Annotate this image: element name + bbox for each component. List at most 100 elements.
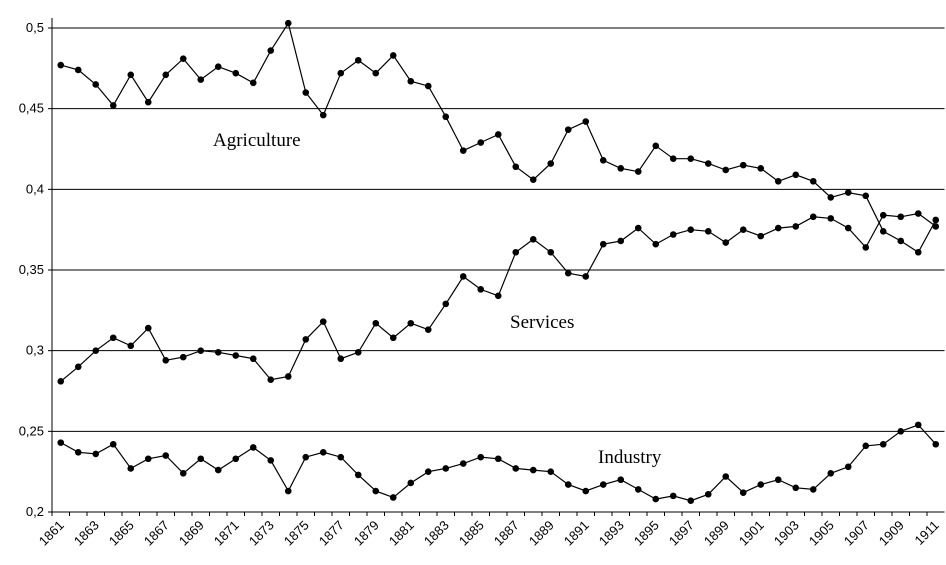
x-tick-label: 1873 [246,518,277,549]
data-point [144,455,152,463]
x-tick-label: 1887 [491,518,522,549]
x-tick-label: 1883 [421,518,452,549]
data-point [162,452,170,459]
data-point [879,440,887,448]
data-point [529,236,537,243]
data-point [547,468,555,475]
data-point [669,155,677,162]
data-point [407,77,415,85]
data-point [722,473,730,480]
data-point [197,455,205,463]
data-point [494,455,502,463]
data-point [459,273,467,280]
data-point [302,336,310,343]
data-point [809,213,817,221]
data-point [704,227,712,235]
data-point [197,76,205,83]
data-point [372,487,380,495]
data-point [687,497,695,505]
data-point [914,248,922,256]
data-point [179,353,187,361]
data-point [582,118,590,125]
data-point [862,442,870,450]
data-point [354,471,362,479]
data-point [179,469,187,477]
data-point [844,224,852,232]
data-point [739,161,747,169]
data-point [389,52,397,59]
data-point [267,376,275,384]
data-point [512,465,520,472]
data-point [459,147,467,154]
data-point [232,455,240,463]
data-point [669,231,677,238]
data-point [442,465,450,472]
x-tick-label: 1895 [631,518,662,549]
data-point [302,89,310,96]
data-point [92,347,100,354]
series-line [60,424,937,502]
data-point [564,126,572,133]
data-point [757,481,765,488]
data-point [512,248,520,256]
data-point [739,489,747,496]
data-point [652,240,660,248]
data-point [407,319,415,327]
data-point [827,194,835,201]
data-point [879,227,887,235]
data-point [897,237,905,245]
x-tick-label: 1891 [561,518,592,549]
x-tick-label: 1869 [176,518,207,549]
x-tick-label: 1861 [36,518,67,549]
data-point [774,476,782,484]
data-point [232,69,240,77]
data-point [634,168,642,175]
data-point [914,421,922,429]
data-point [319,449,327,456]
data-point [914,210,922,217]
data-point [599,156,607,164]
data-point [74,363,82,371]
y-tick-label: 0,2 [26,504,44,519]
data-point [354,56,362,64]
x-tick-label: 1871 [211,518,242,549]
data-point [547,248,555,256]
x-tick-label: 1899 [701,518,732,549]
data-point [337,355,345,363]
data-point [214,348,222,356]
data-point [582,273,590,280]
data-point [249,79,257,87]
y-tick-label: 0,25 [19,423,44,438]
x-tick-label: 1881 [386,518,417,549]
data-point [319,111,327,119]
y-tick-label: 0,3 [26,343,44,358]
data-point [389,494,397,501]
x-tick-label: 1863 [71,518,102,549]
data-point [827,215,835,222]
data-point [477,286,485,293]
data-point [652,495,660,503]
data-point [704,160,712,167]
data-point [827,469,835,477]
data-point [564,269,572,277]
series-label: Services [510,312,574,333]
data-point [214,63,222,71]
data-point [284,487,292,495]
data-point [897,213,905,221]
data-point [74,449,82,456]
data-point [529,176,537,183]
data-point [407,479,415,487]
data-point [687,226,695,233]
data-point [127,465,135,472]
data-point [57,378,65,385]
data-point [144,98,152,106]
x-tick-label: 1877 [316,518,347,549]
data-point [162,357,170,364]
data-point [109,102,117,109]
x-tick-label: 1867 [141,518,172,549]
x-tick-label: 1897 [666,518,697,549]
data-point [57,61,65,69]
data-point [634,486,642,493]
data-point [354,348,362,356]
data-point [162,71,170,79]
